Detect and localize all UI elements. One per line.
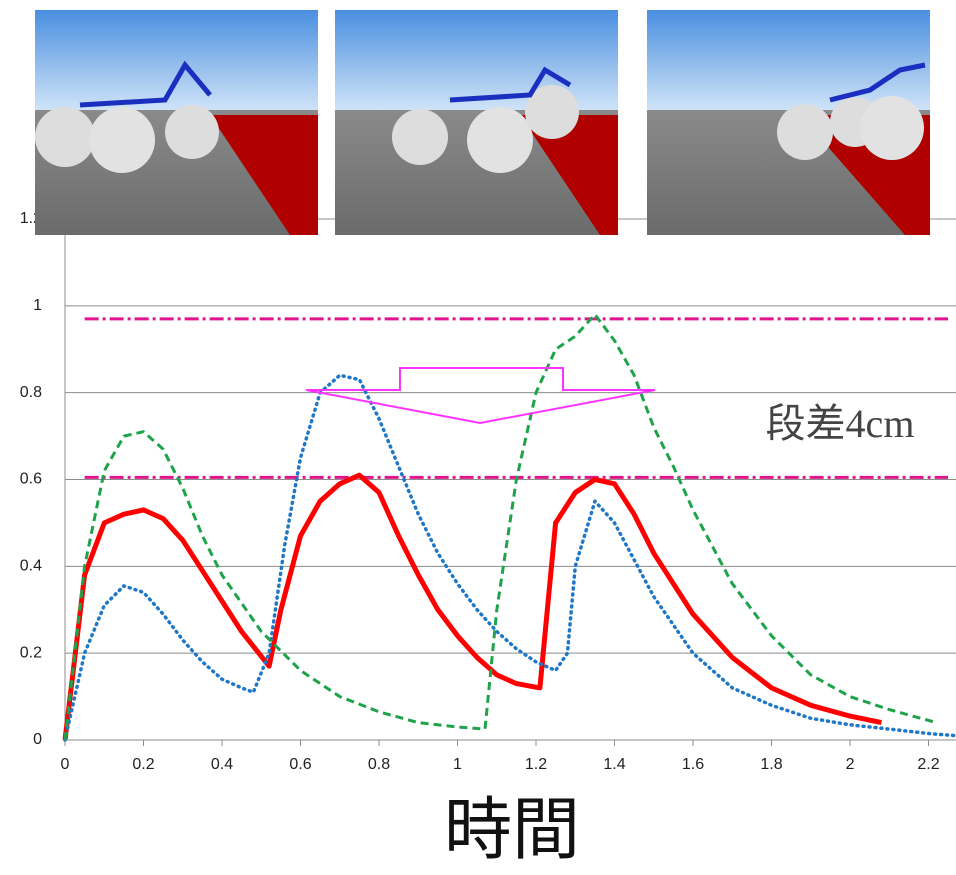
y-tick-label: 0.8 [20,384,42,401]
x-tick-label: 2 [846,756,855,773]
y-tick-label: 1 [33,297,42,314]
x-axis-title: 時間 [444,792,580,868]
x-tick-label: 1.4 [603,756,625,773]
x-tick-label: 0.2 [132,756,154,773]
y-tick-label: 0.6 [20,471,42,488]
x-tick-label: 0.8 [368,756,390,773]
chart: 00.20.40.60.811.200.20.40.60.811.21.41.6… [0,0,956,870]
sim-image [35,10,318,235]
x-tick-label: 2.2 [917,756,939,773]
annotation: 段差4cm [766,401,915,446]
y-tick-label: 0 [33,731,42,748]
x-tick-label: 1.6 [682,756,704,773]
x-tick-label: 1.2 [525,756,547,773]
step-arrow [306,368,655,423]
x-tick-label: 0 [61,756,70,773]
x-tick-label: 1 [453,756,462,773]
sim-image [335,10,618,235]
x-tick-label: 1.8 [760,756,782,773]
x-tick-label: 0.4 [211,756,233,773]
x-tick-label: 0.6 [289,756,311,773]
y-tick-label: 0.4 [20,558,42,575]
sim-image [647,10,930,235]
y-tick-label: 0.2 [20,644,42,661]
